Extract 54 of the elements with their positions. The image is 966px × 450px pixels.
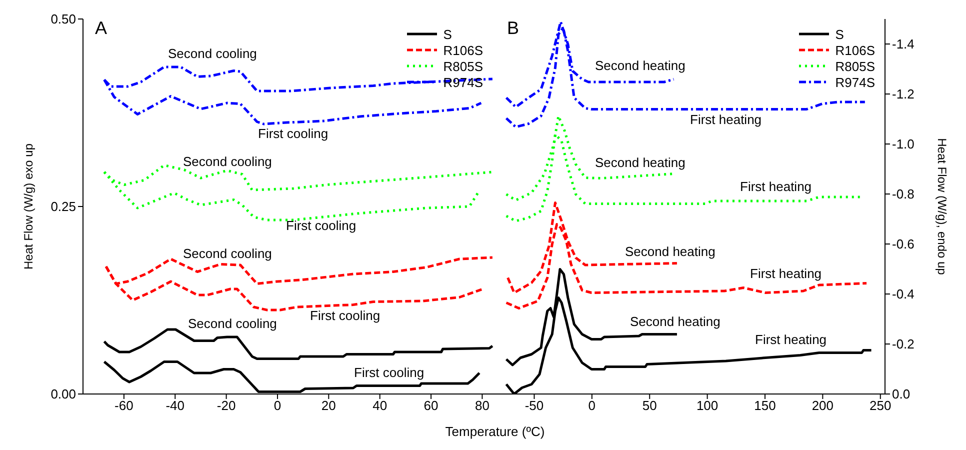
y-tick-label: 0.25 bbox=[50, 199, 76, 214]
y-tick-label: -1.2 bbox=[892, 86, 914, 102]
x-tick-label: 50 bbox=[642, 398, 657, 414]
y-tick-label: -0.2 bbox=[892, 336, 914, 352]
annotation: B bbox=[507, 18, 520, 39]
annotation: First cooling bbox=[310, 308, 380, 323]
x-tick-label: -60 bbox=[114, 398, 134, 414]
legend-label: R106S bbox=[835, 42, 875, 58]
x-tick-label: 60 bbox=[424, 398, 438, 414]
y-tick-label: -1.0 bbox=[892, 136, 914, 152]
legend-label: R805S bbox=[443, 58, 483, 74]
y-axis-title: Heat Flow (W/g), endo up bbox=[934, 138, 949, 276]
legend-label: S bbox=[443, 26, 452, 42]
y-tick-label: 0.50 bbox=[50, 12, 76, 27]
x-axis-title: Temperature (ºC) bbox=[444, 424, 546, 439]
x-tick-label: 0 bbox=[274, 398, 282, 414]
annotation: First cooling bbox=[258, 126, 328, 141]
y-tick-label: 0.0 bbox=[892, 386, 910, 402]
x-tick-label: -20 bbox=[216, 398, 236, 414]
annotation: First heating bbox=[740, 179, 812, 194]
annotation: First cooling bbox=[354, 365, 424, 380]
x-tick-label: 0 bbox=[588, 398, 596, 414]
y-tick-label: -0.6 bbox=[892, 236, 914, 252]
annotation: Second cooling bbox=[183, 246, 272, 261]
legend-label: R805S bbox=[835, 58, 875, 74]
annotation: Second heating bbox=[625, 244, 716, 259]
x-tick-label: 200 bbox=[812, 398, 834, 414]
annotation: Second cooling bbox=[168, 46, 257, 61]
x-tick-label: 80 bbox=[474, 398, 490, 414]
annotation: Second heating bbox=[595, 155, 686, 170]
y-tick-label: 0.00 bbox=[50, 386, 76, 402]
annotation: A bbox=[95, 18, 108, 39]
x-tick-label: -40 bbox=[166, 398, 185, 414]
legend-label: R974S bbox=[835, 74, 875, 90]
legend-label: S bbox=[835, 26, 844, 42]
x-tick-label: 150 bbox=[754, 398, 776, 414]
annotation: First heating bbox=[690, 112, 762, 127]
y-axis-title: Heat Flow (W/g) exo up bbox=[21, 143, 36, 270]
y-tick-label: -0.8 bbox=[892, 186, 914, 202]
x-tick-label: 100 bbox=[696, 398, 718, 414]
annotation: Second heating bbox=[630, 314, 720, 329]
legend-label: R106S bbox=[443, 42, 483, 58]
x-tick-label: 250 bbox=[870, 398, 892, 414]
x-tick-label: 40 bbox=[372, 398, 388, 414]
y-tick-label: -0.4 bbox=[892, 286, 914, 302]
x-tick-label: 20 bbox=[321, 398, 336, 414]
y-tick-label: -1.4 bbox=[892, 36, 914, 52]
annotation: First cooling bbox=[286, 218, 356, 233]
annotation: Second cooling bbox=[183, 154, 272, 169]
x-tick-label: -50 bbox=[524, 398, 544, 414]
annotation: First heating bbox=[755, 332, 827, 347]
annotation: Second heating bbox=[595, 58, 686, 73]
annotation: Second cooling bbox=[188, 316, 277, 331]
annotation: First heating bbox=[750, 266, 822, 281]
